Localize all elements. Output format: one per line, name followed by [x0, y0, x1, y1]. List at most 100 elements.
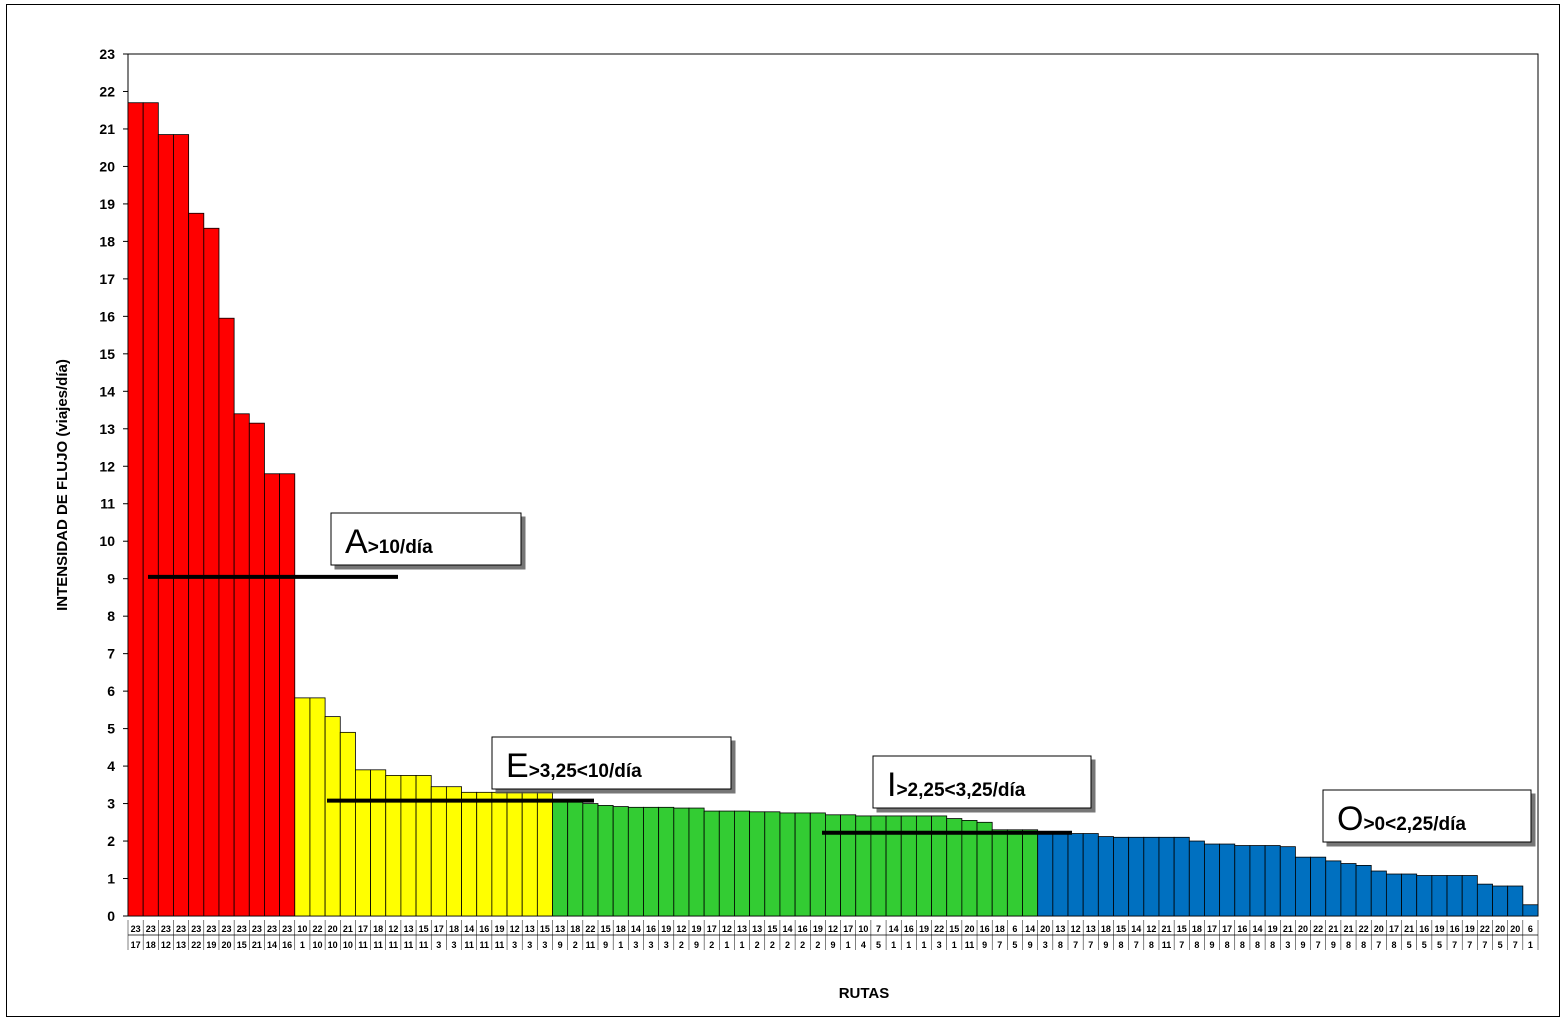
bar-18-8 — [1188, 840, 1205, 917]
x-tick-label-top: 22 — [585, 924, 595, 934]
x-tick-label-top: 20 — [1040, 924, 1050, 934]
x-tick-label-top: 12 — [510, 924, 520, 934]
bar-6-5 — [1006, 829, 1023, 917]
x-tick-label-top: 14 — [631, 924, 641, 934]
x-tick-label-top: 18 — [995, 924, 1005, 934]
x-tick-label-bottom: 9 — [830, 940, 835, 950]
bar-15-9 — [597, 805, 614, 917]
x-tick-label-bottom: 11 — [464, 940, 474, 950]
x-tick-label-bottom: 3 — [664, 940, 669, 950]
x-tick-label-bottom: 2 — [679, 940, 684, 950]
callout-letter: I — [887, 766, 896, 804]
threshold-lines — [148, 574, 1072, 835]
x-tick-label-top: 20 — [328, 924, 338, 934]
x-tick-label-bottom: 11 — [495, 940, 505, 950]
group-callouts: A>10/día E>3,25<10/día I>2,25<3,25/día O>0<… — [330, 512, 1532, 843]
bar-19-2 — [809, 812, 826, 917]
x-tick-label-bottom: 8 — [1225, 940, 1230, 950]
y-tick-label: 1 — [107, 871, 115, 887]
x-tick-label-top: 17 — [707, 924, 717, 934]
x-axis-label: RUTAS — [839, 985, 890, 1002]
x-tick-label-bottom: 3 — [512, 940, 517, 950]
bar-17-9 — [1204, 843, 1221, 917]
x-tick-label-top: 21 — [1404, 924, 1414, 934]
x-tick-label-top: 16 — [646, 924, 656, 934]
x-tick-label-bottom: 9 — [603, 940, 608, 950]
x-tick-label-bottom: 11 — [419, 940, 429, 950]
bar-21-11 — [1158, 836, 1175, 917]
bar-19-5 — [1431, 875, 1448, 917]
x-tick-label-bottom: 11 — [373, 940, 383, 950]
callout-detail: >10/día — [368, 537, 433, 558]
bar-23-22 — [188, 212, 205, 917]
x-tick-label-bottom: 3 — [937, 940, 942, 950]
bar-22-7 — [1310, 856, 1327, 917]
x-tick-label-top: 22 — [1313, 924, 1323, 934]
bar-21-8 — [1340, 863, 1357, 917]
x-tick-label-bottom: 3 — [542, 940, 547, 950]
bar-18-9 — [1097, 836, 1114, 917]
callout-label: O>0<2,25/día — [1337, 800, 1466, 838]
bar-20-7 — [1507, 885, 1524, 917]
x-tick-label-bottom: 21 — [252, 940, 262, 950]
bars — [127, 102, 1539, 917]
x-tick-label-top: 17 — [434, 924, 444, 934]
x-tick-label-bottom: 3 — [1043, 940, 1048, 950]
x-tick-label-bottom: 11 — [586, 940, 596, 950]
bar-22-7 — [1476, 883, 1493, 917]
x-tick-label-bottom: 7 — [1088, 940, 1093, 950]
bar-23-12 — [157, 134, 174, 917]
bar-20-10 — [324, 716, 341, 917]
x-tick-label-top: 15 — [1116, 924, 1126, 934]
callout-O: O>0<2,25/día — [1322, 789, 1532, 843]
callout-box — [330, 512, 522, 566]
x-tick-label-top: 12 — [1071, 924, 1081, 934]
x-tick-label-bottom: 9 — [1210, 940, 1215, 950]
x-tick-label-top: 12 — [722, 924, 732, 934]
x-tick-label-top: 18 — [570, 924, 580, 934]
bar-12-7 — [1067, 833, 1084, 917]
bar-12-1 — [718, 810, 735, 917]
callout-A: A>10/día — [330, 512, 522, 566]
x-tick-label-bottom: 19 — [206, 940, 216, 950]
x-tick-label-top: 16 — [980, 924, 990, 934]
x-tick-label-top: 16 — [1237, 924, 1247, 934]
x-tick-label-top: 19 — [494, 924, 504, 934]
x-tick-label-bottom: 2 — [785, 940, 790, 950]
x-tick-label-bottom: 8 — [1346, 940, 1351, 950]
x-tick-label-bottom: 5 — [1437, 940, 1442, 950]
x-tick-label-top: 21 — [1283, 924, 1293, 934]
x-tick-label-top: 23 — [222, 924, 232, 934]
x-tick-label-top: 17 — [358, 924, 368, 934]
y-tick-label: 22 — [99, 83, 115, 99]
x-tick-label-bottom: 10 — [328, 940, 338, 950]
bar-19-3 — [658, 806, 675, 917]
x-tick-label-top: 22 — [1359, 924, 1369, 934]
x-tick-label-bottom: 16 — [282, 940, 292, 950]
x-tick-label-top: 23 — [267, 924, 277, 934]
callout-label: I>2,25<3,25/día — [887, 766, 1026, 804]
x-tick-label-top: 19 — [692, 924, 702, 934]
bar-23-14 — [264, 473, 281, 917]
bar-15-2 — [764, 811, 781, 917]
callout-detail: >3,25<10/día — [529, 761, 642, 782]
x-tick-label-top: 16 — [479, 924, 489, 934]
y-tick-label: 4 — [107, 758, 115, 774]
y-tick-label: 15 — [99, 346, 115, 362]
bar-23-21 — [248, 422, 265, 917]
y-tick-label: 0 — [107, 908, 115, 924]
x-tick-label-top: 20 — [1495, 924, 1505, 934]
x-tick-label-top: 10 — [858, 924, 868, 934]
x-tick-label-top: 17 — [1207, 924, 1217, 934]
callout-box — [491, 736, 732, 790]
x-tick-label-bottom: 17 — [131, 940, 141, 950]
bar-17-1 — [840, 814, 857, 917]
x-tick-label-bottom: 18 — [146, 940, 156, 950]
x-tick-label-top: 19 — [1434, 924, 1444, 934]
bar-20-5 — [1492, 885, 1509, 917]
x-tick-label-top: 18 — [616, 924, 626, 934]
x-tick-label-bottom: 9 — [982, 940, 987, 950]
bar-22-10 — [309, 697, 326, 917]
x-tick-label-bottom: 1 — [618, 940, 623, 950]
